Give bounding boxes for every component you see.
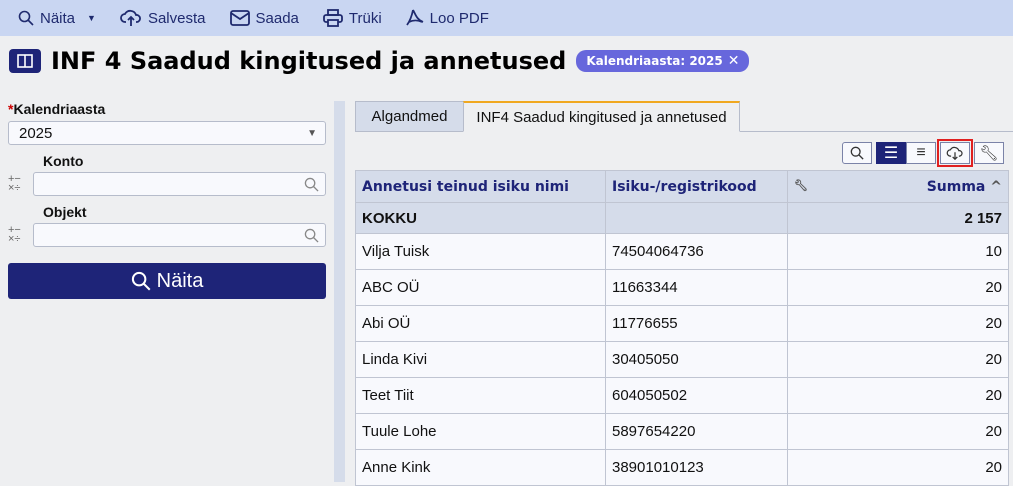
cell-code: 604050502 [605, 377, 788, 414]
mail-icon [229, 10, 250, 26]
send-button[interactable]: Saada [229, 9, 299, 27]
cell-name: Tuule Lohe [355, 413, 606, 450]
cell-code: 74504064736 [605, 233, 788, 270]
total-sum: 2 157 [787, 202, 1009, 234]
required-marker: * [8, 101, 14, 117]
cell-code: 5897654220 [605, 413, 788, 450]
cell-code: 11663344 [605, 269, 788, 306]
table-row[interactable]: Teet Tiit 604050502 20 [355, 377, 1009, 414]
table-row[interactable]: Linda Kivi 30405050 20 [355, 341, 1009, 378]
view-expanded-button[interactable]: ≡ [906, 142, 936, 164]
cell-sum: 20 [787, 413, 1009, 450]
panel-splitter[interactable] [334, 101, 345, 482]
object-label: Objekt [43, 204, 87, 220]
cell-sum: 20 [787, 341, 1009, 378]
table-row[interactable]: Vilja Tuisk 74504064736 10 [355, 233, 1009, 270]
search-icon [131, 271, 151, 291]
panel-toggle-icon[interactable] [9, 49, 41, 73]
year-value: 2025 [19, 124, 53, 142]
view-compact-button[interactable]: ☰ [876, 142, 906, 164]
print-button[interactable]: Trüki [322, 9, 382, 27]
cell-name: Anne Kink [355, 449, 606, 486]
table-search-button[interactable] [842, 142, 872, 164]
tab-bar: Algandmed INF4 Saadud kingitused ja anne… [355, 101, 1013, 132]
filter-badge: Kalendriaasta: 2025 ✕ [576, 50, 750, 72]
list-dense-icon: ≡ [916, 144, 926, 161]
table-tools: ☰ ≡ 🔧︎ [842, 139, 1004, 167]
cloud-download-icon [946, 146, 963, 160]
table-row[interactable]: Anne Kink 38901010123 20 [355, 449, 1009, 486]
save-label: Salvesta [147, 9, 206, 27]
search-icon [18, 10, 34, 26]
total-row: KOKKU 2 157 [355, 202, 1009, 234]
wrench-icon[interactable]: 🔧︎ [794, 178, 808, 192]
cell-sum: 20 [787, 305, 1009, 342]
column-header-name[interactable]: Annetusi teinud isiku nimi [355, 170, 606, 203]
total-label: KOKKU [355, 202, 606, 234]
cell-sum: 10 [787, 233, 1009, 270]
operator-icon[interactable]: +− ×÷ [8, 224, 21, 245]
filter-badge-label: Kalendriaasta: 2025 [586, 54, 723, 68]
cell-name: Abi OÜ [355, 305, 606, 342]
tab-inf4[interactable]: INF4 Saadud kingitused ja annetused [463, 101, 740, 132]
table-settings-button[interactable]: 🔧︎ [974, 142, 1004, 164]
wrench-icon: 🔧︎ [979, 145, 999, 162]
close-icon[interactable]: ✕ [727, 53, 740, 69]
data-table: Annetusi teinud isiku nimi Isiku-/regist… [355, 170, 1009, 486]
show-button[interactable]: Näita ▼ [18, 10, 96, 27]
print-label: Trüki [348, 9, 382, 27]
operator-icon[interactable]: +− ×÷ [8, 173, 21, 194]
cell-name: ABC OÜ [355, 269, 606, 306]
cell-code: 11776655 [605, 305, 788, 342]
object-input[interactable] [33, 223, 326, 247]
total-code [605, 202, 788, 234]
account-label: Konto [43, 153, 84, 169]
cell-name: Vilja Tuisk [355, 233, 606, 270]
cell-name: Linda Kivi [355, 341, 606, 378]
account-input[interactable] [33, 172, 326, 196]
pdf-label: Loo PDF [429, 9, 489, 27]
pdf-icon [405, 9, 424, 26]
search-icon[interactable] [304, 177, 319, 192]
column-header-sum[interactable]: 🔧︎ Summa ^ [787, 170, 1009, 203]
cloud-upload-icon [120, 9, 141, 26]
show-label: Näita [40, 9, 76, 27]
cell-sum: 20 [787, 449, 1009, 486]
sort-ascending-icon: ^ [990, 178, 1002, 195]
tab-algandmed[interactable]: Algandmed [355, 101, 464, 132]
sum-header-label: Summa [926, 178, 986, 195]
cell-sum: 20 [787, 377, 1009, 414]
printer-icon [322, 9, 343, 27]
dropdown-arrow-icon: ▼ [307, 127, 317, 139]
chevron-down-icon[interactable]: ▼ [87, 13, 96, 23]
cell-name: Teet Tiit [355, 377, 606, 414]
search-icon [850, 146, 864, 160]
list-icon: ☰ [883, 145, 899, 162]
show-submit-button[interactable]: Näita [8, 263, 326, 299]
filter-panel: *Kalendriaasta 2025 ▼ Konto +− ×÷ Objekt +… [8, 101, 326, 299]
column-header-code[interactable]: Isiku-/registrikood [605, 170, 788, 203]
toolbar: Näita ▼ Salvesta Saada Trüki Loo PDF [0, 0, 1013, 36]
export-button[interactable] [937, 139, 973, 167]
year-select[interactable]: 2025 ▼ [8, 121, 326, 145]
cell-code: 38901010123 [605, 449, 788, 486]
cell-sum: 20 [787, 269, 1009, 306]
page-header: INF 4 Saadud kingitused ja annetused Kal… [9, 47, 750, 75]
show-submit-label: Näita [156, 269, 204, 292]
table-row[interactable]: Tuule Lohe 5897654220 20 [355, 413, 1009, 450]
send-label: Saada [255, 9, 299, 27]
table-row[interactable]: ABC OÜ 11663344 20 [355, 269, 1009, 306]
page-title: INF 4 Saadud kingitused ja annetused [51, 47, 567, 75]
search-icon[interactable] [304, 228, 319, 243]
create-pdf-button[interactable]: Loo PDF [405, 9, 489, 27]
save-button[interactable]: Salvesta [120, 9, 206, 27]
cell-code: 30405050 [605, 341, 788, 378]
table-row[interactable]: Abi OÜ 11776655 20 [355, 305, 1009, 342]
year-label: Kalendriaasta [13, 101, 106, 117]
